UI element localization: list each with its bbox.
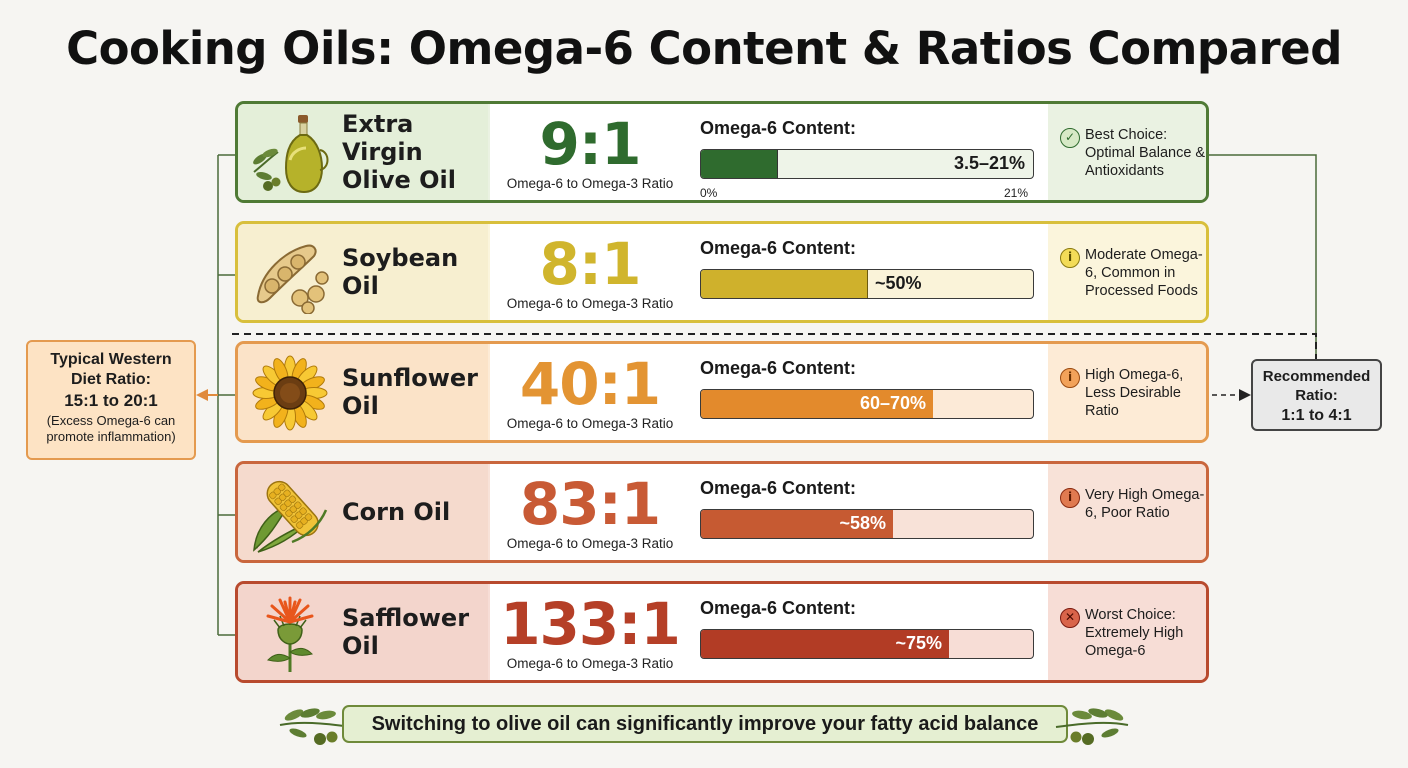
- oil-name: Extra Virgin Olive Oil: [342, 110, 456, 194]
- info-circle-icon: i: [1060, 488, 1080, 508]
- recommended-title: Recommended Ratio:: [1262, 368, 1371, 404]
- note-cell: i High Omega-6, Less Desirable Ratio: [1048, 344, 1206, 440]
- note-cell: ✓ Best Choice: Optimal Balance & Antioxi…: [1048, 104, 1206, 200]
- omega6-bar: ~50%: [700, 269, 1034, 299]
- oil-name: Corn Oil: [342, 498, 451, 526]
- soybean-pod-icon: [256, 244, 329, 314]
- note-text: Moderate Omega-6, Common in Processed Fo…: [1085, 247, 1203, 299]
- info-circle-icon: i: [1060, 248, 1080, 268]
- ratio-caption: Omega-6 to Omega-3 Ratio: [506, 536, 674, 551]
- omega6-bar-fill: [701, 630, 949, 658]
- content-cell: Omega-6 Content: ~58%: [690, 464, 1048, 560]
- bar-axis-min: 0%: [700, 186, 718, 200]
- ratio-value: 8:1: [539, 230, 642, 298]
- oil-row-sunflower: Sunflower Oil 40:1 Omega-6 to Omega-3 Ra…: [235, 341, 1209, 443]
- ratio-cell: 9:1 Omega-6 to Omega-3 Ratio: [490, 104, 690, 200]
- note-text: High Omega-6, Less Desirable Ratio: [1085, 367, 1184, 419]
- content-label: Omega-6 Content:: [700, 238, 857, 258]
- ratio-caption: Omega-6 to Omega-3 Ratio: [506, 296, 674, 311]
- note-cell: i Very High Omega-6, Poor Ratio: [1048, 464, 1206, 560]
- content-label: Omega-6 Content:: [700, 478, 857, 498]
- note-text: Worst Choice: Extremely High Omega-6: [1085, 607, 1184, 659]
- note-cell: i Moderate Omega-6, Common in Processed …: [1048, 224, 1206, 320]
- ratio-cell: 133:1 Omega-6 to Omega-3 Ratio: [490, 584, 690, 680]
- footer-banner: Switching to olive oil can significantly…: [342, 705, 1068, 743]
- note-cell: ✕ Worst Choice: Extremely High Omega-6: [1048, 584, 1206, 680]
- content-cell: Omega-6 Content: 3.5–21% 0% 21%: [690, 104, 1048, 200]
- oil-row-corn: Corn Oil 83:1 Omega-6 to Omega-3 Ratio O…: [235, 461, 1209, 563]
- omega6-bar-text: ~75%: [895, 633, 942, 653]
- omega6-bar: ~58%: [700, 509, 1034, 539]
- oil-name-cell: Sunflower Oil: [238, 344, 488, 440]
- omega6-bar: 60–70%: [700, 389, 1034, 419]
- ratio-value: 40:1: [519, 350, 661, 418]
- note-text: Best Choice: Optimal Balance & Antioxida…: [1085, 127, 1206, 179]
- info-circle-icon: i: [1060, 368, 1080, 388]
- oil-name: Safflower Oil: [342, 604, 470, 660]
- ratio-value: 9:1: [539, 110, 642, 178]
- sunflower-icon: [252, 355, 328, 431]
- ratio-caption: Omega-6 to Omega-3 Ratio: [506, 416, 674, 431]
- omega6-bar: ~75%: [700, 629, 1034, 659]
- corn-cob-icon: [253, 480, 328, 553]
- western-diet-note: (Excess Omega-6 can promote inflammation…: [46, 413, 176, 444]
- omega6-bar: 3.5–21%: [700, 149, 1034, 179]
- ratio-cell: 83:1 Omega-6 to Omega-3 Ratio: [490, 464, 690, 560]
- western-diet-title: Typical Western Diet Ratio:: [50, 351, 172, 388]
- content-label: Omega-6 Content:: [700, 358, 857, 378]
- omega6-bar-text: 60–70%: [859, 393, 926, 413]
- omega6-bar-text: ~50%: [875, 273, 922, 293]
- oil-name: Sunflower Oil: [342, 364, 479, 420]
- ratio-cell: 8:1 Omega-6 to Omega-3 Ratio: [490, 224, 690, 320]
- olive-branch-icon: [1055, 708, 1129, 745]
- ratio-cell: 40:1 Omega-6 to Omega-3 Ratio: [490, 344, 690, 440]
- safflower-flower-icon: [266, 596, 314, 672]
- ratio-value: 83:1: [519, 470, 661, 538]
- content-cell: Omega-6 Content: ~75%: [690, 584, 1048, 680]
- oil-name: Soybean Oil: [342, 244, 459, 300]
- page-title: Cooking Oils: Omega-6 Content & Ratios C…: [66, 22, 1342, 75]
- oil-name-cell: Safflower Oil: [238, 584, 488, 680]
- omega6-bar-fill: [701, 510, 893, 538]
- content-cell: Omega-6 Content: 60–70%: [690, 344, 1048, 440]
- oil-row-soybean: Soybean Oil 8:1 Omega-6 to Omega-3 Ratio…: [235, 221, 1209, 323]
- olive-branch-icon: [279, 708, 353, 745]
- checkmark-circle-icon: ✓: [1060, 128, 1080, 148]
- omega6-bar-fill: [701, 390, 933, 418]
- recommended-ratio-box: Recommended Ratio: 1:1 to 4:1: [1251, 359, 1382, 431]
- oil-name-cell: Soybean Oil: [238, 224, 488, 320]
- omega6-bar-text: 3.5–21%: [953, 153, 1025, 173]
- omega6-bar-fill: [701, 270, 868, 298]
- bar-axis-max: 21%: [1004, 186, 1029, 200]
- western-diet-ratio-box: Typical Western Diet Ratio: 15:1 to 20:1…: [26, 340, 196, 460]
- x-circle-icon: ✕: [1060, 608, 1080, 628]
- ratio-caption: Omega-6 to Omega-3 Ratio: [506, 176, 674, 191]
- western-diet-value: 15:1 to 20:1: [64, 391, 158, 410]
- content-cell: Omega-6 Content: ~50%: [690, 224, 1048, 320]
- olive-oil-bottle-icon: [253, 115, 329, 194]
- oil-name-cell: Extra Virgin Olive Oil: [238, 104, 488, 200]
- recommended-value: 1:1 to 4:1: [1281, 407, 1352, 424]
- oil-row-safflower: Safflower Oil 133:1 Omega-6 to Omega-3 R…: [235, 581, 1209, 683]
- omega6-bar-text: ~58%: [839, 513, 886, 533]
- ratio-caption: Omega-6 to Omega-3 Ratio: [506, 656, 674, 671]
- content-label: Omega-6 Content:: [700, 118, 857, 138]
- oil-name-cell: Corn Oil: [238, 464, 488, 560]
- note-text: Very High Omega-6, Poor Ratio: [1085, 487, 1205, 521]
- omega6-bar-fill: [701, 150, 778, 178]
- ratio-value: 133:1: [500, 590, 681, 658]
- oil-row-olive: Extra Virgin Olive Oil 9:1 Omega-6 to Om…: [235, 101, 1209, 203]
- content-label: Omega-6 Content:: [700, 598, 857, 618]
